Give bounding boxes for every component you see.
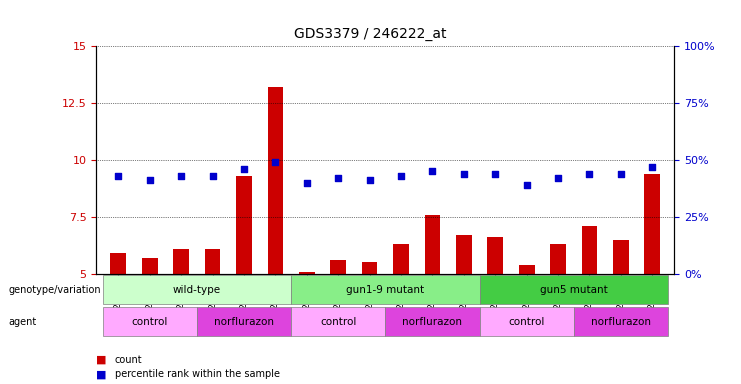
Text: control: control	[320, 317, 356, 327]
FancyBboxPatch shape	[197, 308, 291, 336]
Text: gun5 mutant: gun5 mutant	[540, 285, 608, 295]
Bar	[613, 240, 629, 274]
Point	[552, 175, 564, 181]
Bar	[645, 174, 660, 274]
Text: wild-type: wild-type	[173, 285, 221, 295]
Text: norflurazon: norflurazon	[214, 317, 274, 327]
FancyBboxPatch shape	[102, 275, 291, 304]
Text: count: count	[115, 355, 142, 365]
Point	[301, 180, 313, 186]
Text: control: control	[508, 317, 545, 327]
FancyBboxPatch shape	[291, 308, 385, 336]
Text: gun1-9 mutant: gun1-9 mutant	[346, 285, 425, 295]
Text: percentile rank within the sample: percentile rank within the sample	[115, 369, 280, 379]
Bar	[268, 87, 283, 274]
Bar	[330, 260, 346, 274]
Text: norflurazon: norflurazon	[402, 317, 462, 327]
Point	[144, 177, 156, 184]
Bar	[519, 265, 534, 274]
Text: genotype/variation: genotype/variation	[8, 285, 101, 295]
Point	[646, 164, 658, 170]
Bar	[582, 226, 597, 274]
Point	[113, 173, 124, 179]
Bar	[110, 253, 126, 274]
FancyBboxPatch shape	[102, 308, 197, 336]
FancyBboxPatch shape	[385, 308, 479, 336]
Text: norflurazon: norflurazon	[591, 317, 651, 327]
Point	[489, 170, 501, 177]
Bar	[393, 244, 409, 274]
Text: control: control	[132, 317, 168, 327]
Bar	[425, 215, 440, 274]
Bar	[205, 249, 220, 274]
FancyBboxPatch shape	[479, 275, 668, 304]
Text: agent: agent	[8, 317, 36, 327]
Bar	[362, 263, 377, 274]
Point	[427, 168, 439, 174]
Point	[175, 173, 187, 179]
Point	[207, 173, 219, 179]
Text: ■: ■	[96, 369, 107, 379]
Point	[458, 170, 470, 177]
Bar	[236, 176, 252, 274]
Bar	[299, 271, 315, 274]
Point	[364, 177, 376, 184]
Point	[395, 173, 407, 179]
Text: GDS3379 / 246222_at: GDS3379 / 246222_at	[294, 27, 447, 41]
Point	[615, 170, 627, 177]
Point	[238, 166, 250, 172]
Bar	[488, 237, 503, 274]
Point	[521, 182, 533, 188]
Bar	[551, 244, 566, 274]
FancyBboxPatch shape	[574, 308, 668, 336]
Bar	[456, 235, 472, 274]
Text: ■: ■	[96, 355, 107, 365]
FancyBboxPatch shape	[479, 308, 574, 336]
Point	[584, 170, 596, 177]
Bar	[142, 258, 158, 274]
Point	[270, 159, 282, 166]
FancyBboxPatch shape	[291, 275, 479, 304]
Bar	[173, 249, 189, 274]
Point	[332, 175, 344, 181]
